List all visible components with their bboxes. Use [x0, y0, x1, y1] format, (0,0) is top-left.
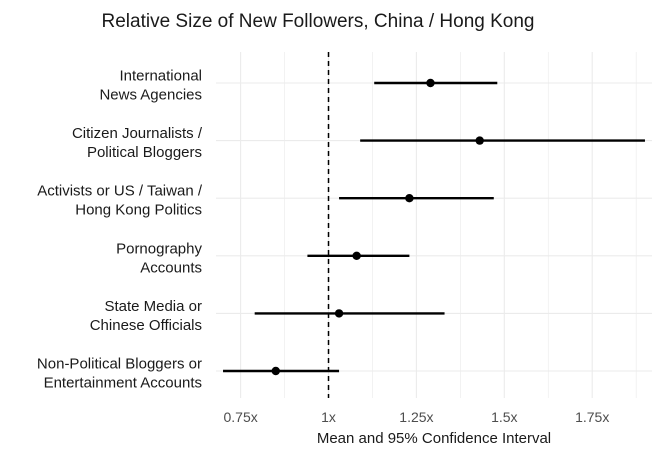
mean-point-4 — [352, 251, 361, 260]
y-category-label-line: Political Bloggers — [87, 144, 202, 161]
y-category-label-line: Hong Kong Politics — [75, 202, 202, 219]
marks-layer — [223, 78, 645, 376]
y-category-label-line: Chinese Officials — [90, 317, 202, 334]
y-category-label-line: Non-Political Bloggers or — [37, 356, 202, 373]
y-category-label-line: Pornography — [116, 240, 202, 257]
mean-point-2 — [475, 136, 484, 145]
y-category-label: Citizen Journalists / Political Bloggers — [72, 125, 203, 161]
y-category-label-line: Activists or US / Taiwan / — [37, 183, 203, 200]
y-category-label: State Media or Chinese Officials — [90, 298, 202, 334]
x-tick-label: 1x — [321, 409, 336, 425]
x-tick-label: 1.25x — [399, 409, 433, 425]
y-category-label: Pornography Accounts — [116, 240, 202, 276]
y-category-label: Activists or US / Taiwan / Hong Kong Poli… — [37, 183, 203, 219]
y-category-label-line: International — [119, 68, 202, 85]
x-tick-label: 1.5x — [491, 409, 517, 425]
y-category-labels: International News Agencies Citizen Journa… — [37, 68, 203, 392]
chart-title: Relative Size of New Followers, China / … — [102, 11, 535, 32]
grid-layer — [216, 52, 652, 398]
y-category-label-line: State Media or — [104, 298, 202, 315]
y-category-label-line: News Agencies — [99, 87, 202, 104]
y-category-label: International News Agencies — [99, 68, 202, 104]
y-category-label-line: Citizen Journalists / — [72, 125, 203, 142]
x-tick-label: 1.75x — [575, 409, 609, 425]
mean-point-1 — [426, 78, 435, 88]
x-tick-labels: 0.75x 1x 1.25x 1.5x 1.75x — [223, 409, 609, 425]
y-category-label-line: Accounts — [140, 259, 202, 276]
mean-point-5 — [334, 309, 344, 318]
y-category-label: Non-Political Bloggers or Entertainment A… — [37, 356, 202, 392]
x-axis-title: Mean and 95% Confidence Interval — [317, 430, 551, 447]
x-tick-label: 0.75x — [223, 409, 257, 425]
mean-point-6 — [271, 366, 280, 376]
y-category-label-line: Entertainment Accounts — [44, 375, 202, 392]
mean-point-3 — [405, 194, 414, 203]
